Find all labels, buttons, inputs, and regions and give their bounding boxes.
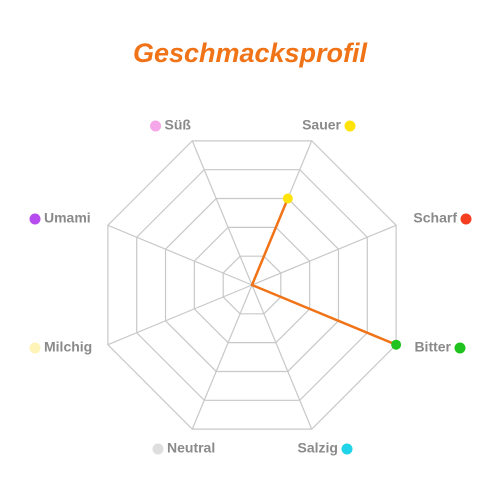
- axis-labels: Süß Sauer Scharf Bitter Salzig Neutral Milchig…: [29, 117, 472, 456]
- spoke-6: [191, 284, 253, 430]
- spoke-3: [251, 224, 397, 286]
- data-point-4: [391, 339, 402, 350]
- axis-label-4: Bitter: [414, 339, 451, 355]
- legend-dot-2: [344, 120, 356, 132]
- series-polygon: [250, 197, 398, 346]
- axis-label-2: Sauer: [302, 117, 341, 133]
- axis-label-1: Süß: [165, 117, 192, 133]
- spoke-8: [107, 224, 253, 286]
- axis-label-3: Scharf: [413, 210, 457, 226]
- legend-dot-3: [460, 213, 472, 225]
- legend-dot-4: [454, 342, 466, 354]
- chart-title: Geschmacksprofil: [132, 38, 368, 68]
- spoke-1: [191, 140, 253, 286]
- series-area: [250, 193, 402, 350]
- legend-dot-5: [341, 443, 353, 455]
- legend-dot-7: [29, 342, 41, 354]
- spoke-7: [107, 284, 253, 346]
- data-point-2: [282, 193, 293, 204]
- axis-label-6: Neutral: [167, 440, 215, 456]
- axis-label-7: Milchig: [44, 339, 92, 355]
- axis-label-5: Salzig: [298, 440, 338, 456]
- spoke-5: [251, 284, 313, 430]
- legend-dot-6: [152, 443, 164, 455]
- legend-dot-8: [29, 213, 41, 225]
- axis-label-8: Umami: [44, 210, 91, 226]
- legend-dot-1: [150, 120, 162, 132]
